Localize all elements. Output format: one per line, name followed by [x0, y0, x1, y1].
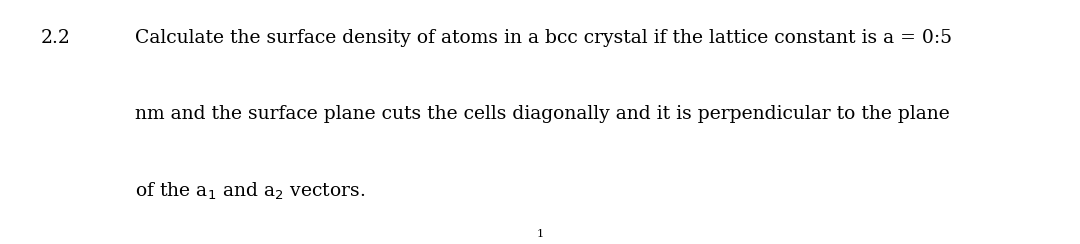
Text: nm and the surface plane cuts the cells diagonally and it is perpendicular to th: nm and the surface plane cuts the cells … — [135, 105, 949, 123]
Text: 1: 1 — [537, 229, 543, 239]
Text: Calculate the surface density of atoms in a bcc crystal if the lattice constant : Calculate the surface density of atoms i… — [135, 29, 953, 47]
Text: of the a$_1$ and a$_2$ vectors.: of the a$_1$ and a$_2$ vectors. — [135, 181, 365, 202]
Text: 2.2: 2.2 — [41, 29, 71, 47]
